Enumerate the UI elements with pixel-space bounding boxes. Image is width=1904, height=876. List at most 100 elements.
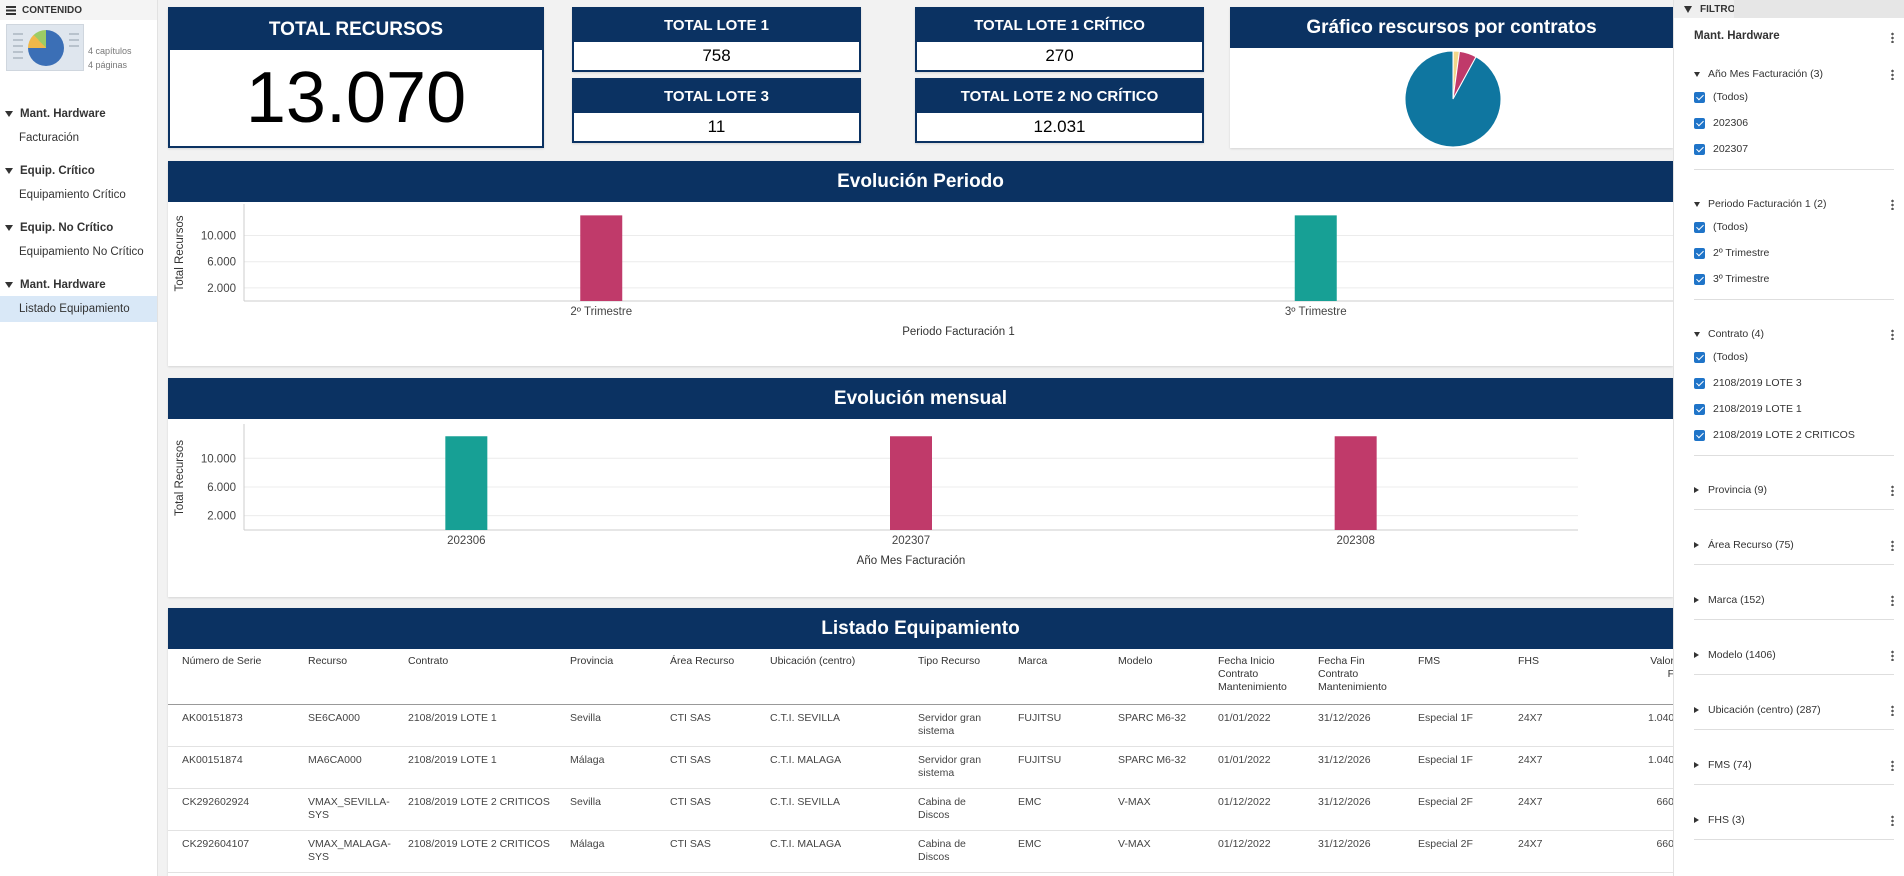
column-header[interactable]: Fecha Fin Contrato Mantenimiento (1304, 649, 1404, 705)
column-header[interactable]: Ubicación (centro) (756, 649, 904, 705)
table-row[interactable]: AK00151873 SE6CA000 2108/2019 LOTE 1 Sevill… (168, 704, 1673, 747)
filter-group-more-icon[interactable] (1891, 595, 1894, 606)
filter-option[interactable]: (Todos) (1694, 214, 1884, 240)
filter-option-label: (Todos) (1713, 351, 1749, 363)
filter-option[interactable]: 202306 (1694, 110, 1884, 136)
bar-chart-periodo[interactable]: 2.000 6.000 10.000 2º Trimestre 3º Trimestre… (168, 202, 1673, 366)
sidebar-item-listado-equipamiento[interactable]: Listado Equipamiento (0, 296, 157, 322)
column-header[interactable]: Fecha Inicio Contrato Mantenimiento (1204, 649, 1304, 705)
checkbox-checked-icon[interactable] (1694, 91, 1705, 103)
bar[interactable] (1294, 215, 1337, 301)
column-header[interactable]: Provincia (556, 649, 656, 705)
checkbox-checked-icon[interactable] (1694, 429, 1705, 441)
chevron-right-icon (1694, 817, 1699, 823)
filter-tab[interactable]: FILTRO (1674, 0, 1736, 18)
filter-group-header[interactable]: Provincia (9) (1694, 480, 1884, 500)
filter-group-more-icon[interactable] (1891, 650, 1894, 661)
bar[interactable] (580, 215, 623, 301)
filter-divider (1694, 169, 1894, 170)
bar-chart-mensual[interactable]: 2.000 6.000 10.000 202306 202307 202308 Año Me… (168, 419, 1673, 597)
filter-group-label: FMS (74) (1708, 759, 1752, 771)
filter-tab-label: FILTRO (1700, 3, 1736, 15)
filter-group-header[interactable]: FMS (74) (1694, 755, 1884, 775)
filter-title-more-icon[interactable] (1891, 32, 1894, 43)
column-header[interactable]: Área Recurso (656, 649, 756, 705)
filter-group-more-icon[interactable] (1891, 760, 1894, 771)
filter-divider (1694, 839, 1894, 840)
filter-group-more-icon[interactable] (1891, 199, 1894, 210)
filter-group-header[interactable]: Año Mes Facturación (3) (1694, 64, 1884, 84)
filter-option[interactable]: 202307 (1694, 136, 1884, 162)
sidebar-item-equipamiento-no-critico[interactable]: Equipamiento No Crítico (0, 239, 157, 265)
filter-group-header[interactable]: Modelo (1406) (1694, 645, 1884, 665)
filter-option[interactable]: 3º Trimestre (1694, 266, 1884, 292)
filter-group-header[interactable]: Marca (152) (1694, 590, 1884, 610)
table-row[interactable]: AK00151874 MA6CA000 2108/2019 LOTE 1 Málaga… (168, 746, 1673, 789)
y-tick-label: 6.000 (207, 482, 236, 494)
column-header[interactable]: FMS (1404, 649, 1504, 705)
bar[interactable] (1334, 436, 1377, 530)
filter-group-header[interactable]: Contrato (4) (1694, 324, 1884, 344)
sidebar-section-equip-critico[interactable]: Equip. Crítico (0, 160, 157, 182)
checkbox-checked-icon[interactable] (1694, 221, 1705, 233)
checkbox-checked-icon[interactable] (1694, 247, 1705, 259)
filter-group-more-icon[interactable] (1891, 485, 1894, 496)
column-header[interactable]: Modelo (1104, 649, 1204, 705)
filter-option[interactable]: (Todos) (1694, 84, 1884, 110)
column-header[interactable]: Recurso (294, 649, 394, 705)
checkbox-checked-icon[interactable] (1694, 143, 1705, 155)
filter-group-more-icon[interactable] (1891, 540, 1894, 551)
sidebar-item-facturacion[interactable]: Facturación (0, 125, 157, 151)
column-header[interactable]: Número de Serie (168, 649, 294, 705)
x-axis-title: Periodo Facturación 1 (902, 326, 1015, 338)
item-label: Listado Equipamiento (19, 303, 130, 315)
column-header[interactable]: Contrato (394, 649, 556, 705)
thumbnail-image (6, 24, 84, 71)
sidebar-section-equip-no-critico[interactable]: Equip. No Crítico (0, 217, 157, 239)
x-tick-label: 3º Trimestre (1285, 306, 1347, 318)
thumbnail-legend-icon (69, 33, 79, 51)
checkbox-checked-icon[interactable] (1694, 403, 1705, 415)
filter-option[interactable]: 2º Trimestre (1694, 240, 1884, 266)
y-tick-label: 6.000 (207, 257, 236, 269)
bar[interactable] (890, 436, 932, 530)
column-header[interactable]: Tipo Recurso (904, 649, 1004, 705)
filter-option[interactable]: 2108/2019 LOTE 3 (1694, 370, 1884, 396)
filter-group-header[interactable]: FHS (3) (1694, 810, 1884, 830)
kpi-total-lote-2-no-critico: TOTAL LOTE 2 NO CRÍTICO 12.031 (915, 78, 1204, 143)
filter-group-more-icon[interactable] (1891, 815, 1894, 826)
table-row[interactable]: CK292604107 VMAX_MALAGA-SYS 2108/2019 LOTE… (168, 830, 1673, 873)
table-row[interactable]: CK292602924 VMAX_SEVILLA-SYS 2108/2019 LOT… (168, 788, 1673, 831)
filter-divider (1694, 729, 1894, 730)
checkbox-checked-icon[interactable] (1694, 351, 1705, 363)
table-cell: 31/12/2026 (1304, 830, 1404, 873)
pie-slice[interactable] (1404, 50, 1502, 148)
sidebar-item-equipamiento-critico[interactable]: Equipamiento Crítico (0, 182, 157, 208)
pie-chart[interactable] (1230, 48, 1673, 148)
filter-group-more-icon[interactable] (1891, 705, 1894, 716)
filter-option[interactable]: (Todos) (1694, 344, 1884, 370)
sidebar-section-mant-hardware[interactable]: Mant. Hardware (0, 103, 157, 125)
filter-group-7: Ubicación (centro) (287) (1694, 700, 1884, 720)
checkbox-checked-icon[interactable] (1694, 273, 1705, 285)
filter-option[interactable]: 2108/2019 LOTE 1 (1694, 396, 1884, 422)
filter-option[interactable]: 2108/2019 LOTE 2 CRITICOS (1694, 422, 1884, 448)
checkbox-checked-icon[interactable] (1694, 377, 1705, 389)
filter-group-more-icon[interactable] (1891, 329, 1894, 340)
checkbox-checked-icon[interactable] (1694, 117, 1705, 129)
filter-group-header[interactable]: Área Recurso (75) (1694, 535, 1884, 555)
sidebar-section-mant-hardware-2[interactable]: Mant. Hardware (0, 274, 157, 296)
filter-option-label: 2108/2019 LOTE 2 CRITICOS (1713, 429, 1855, 441)
bar[interactable] (445, 436, 488, 530)
filter-group-header[interactable]: Periodo Facturación 1 (2) (1694, 194, 1884, 214)
column-header[interactable]: Marca (1004, 649, 1104, 705)
table-scroll-area[interactable]: Número de Serie Recurso Contrato Provincia Á… (168, 649, 1673, 875)
report-thumbnail[interactable]: 4 capítulos 4 páginas (0, 20, 157, 76)
filter-group-label: Periodo Facturación 1 (2) (1708, 198, 1827, 210)
column-header[interactable]: Valor F (1634, 649, 1673, 705)
column-header[interactable]: FHS (1504, 649, 1634, 705)
filter-group-header[interactable]: Ubicación (centro) (287) (1694, 700, 1884, 720)
filter-group-more-icon[interactable] (1891, 69, 1894, 80)
pages-count: 4 páginas (88, 60, 128, 70)
menu-icon[interactable] (6, 5, 16, 15)
